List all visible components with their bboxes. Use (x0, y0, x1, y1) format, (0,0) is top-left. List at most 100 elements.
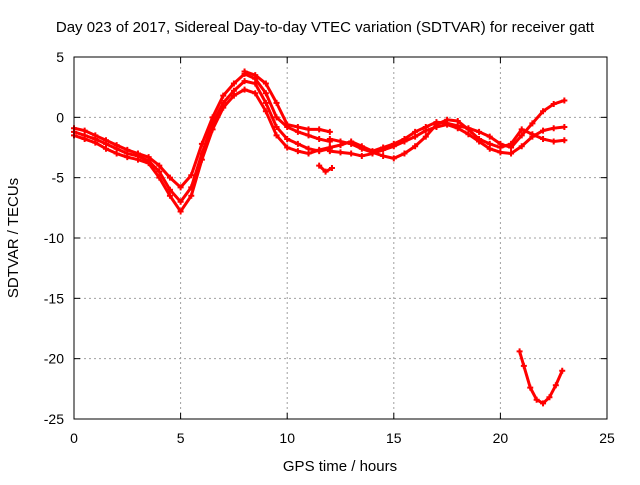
data-point (540, 108, 547, 115)
data-point (454, 125, 461, 132)
data-point (401, 150, 408, 157)
y-tick-label: -5 (52, 170, 65, 186)
series-line (518, 349, 564, 405)
data-point (177, 208, 184, 215)
data-point (177, 198, 184, 205)
data-point (284, 121, 291, 128)
data-point (444, 116, 451, 123)
series-track-c (71, 70, 333, 191)
data-point (262, 108, 269, 115)
data-point (518, 126, 525, 133)
y-tick-label: 5 (56, 49, 64, 65)
data-point (145, 154, 152, 161)
data-point (540, 136, 547, 143)
data-point (529, 131, 536, 138)
data-point (166, 192, 173, 199)
data-point (230, 87, 237, 94)
data-point (273, 123, 280, 130)
data-point (497, 144, 504, 151)
series-layer (71, 68, 568, 407)
data-point (550, 138, 557, 145)
data-point (348, 150, 355, 157)
data-point (550, 101, 557, 108)
series-track-g (326, 116, 568, 162)
data-point (252, 72, 259, 79)
data-point (322, 168, 329, 175)
data-point (516, 348, 523, 355)
data-point (390, 143, 397, 150)
data-point (241, 78, 248, 85)
data-point (465, 126, 472, 133)
data-point (92, 132, 99, 139)
data-point (198, 140, 205, 147)
series-track-h (316, 162, 335, 175)
x-tick-label: 0 (70, 430, 78, 446)
data-point (156, 168, 163, 175)
data-point (241, 68, 248, 75)
series-line (72, 72, 332, 189)
x-tick-label: 15 (386, 430, 402, 446)
data-point (188, 192, 195, 199)
data-point (369, 149, 376, 156)
series-track-i (516, 348, 566, 407)
data-point (476, 128, 483, 135)
data-point (546, 394, 553, 401)
data-point (252, 90, 259, 97)
data-point (166, 186, 173, 193)
data-point (156, 162, 163, 169)
data-point (262, 80, 269, 87)
data-point (412, 143, 419, 150)
data-point (422, 127, 429, 134)
data-point (358, 152, 365, 159)
data-point (230, 80, 237, 87)
y-tick-label: -10 (44, 230, 64, 246)
data-point (540, 400, 547, 407)
data-point (337, 138, 344, 145)
x-axis-label: GPS time / hours (283, 458, 397, 475)
data-point (422, 133, 429, 140)
y-tick-label: 0 (56, 109, 64, 125)
data-point (316, 136, 323, 143)
data-point (561, 137, 568, 144)
data-point (326, 136, 333, 143)
data-point (326, 128, 333, 135)
data-point (124, 146, 131, 153)
chart-title: Day 023 of 2017, Sidereal Day-to-day VTE… (56, 19, 595, 36)
data-point (316, 162, 323, 169)
y-tick-label: -20 (44, 351, 64, 367)
data-point (262, 90, 269, 97)
data-point (561, 123, 568, 130)
data-point (561, 97, 568, 104)
tick-layer: 0 5 10 15 20 25 -25 -20 -15 -10 -5 0 5 (44, 49, 615, 446)
y-axis-label: SDTVAR / TECUs (5, 178, 22, 298)
data-point (102, 137, 109, 144)
data-point (273, 114, 280, 121)
data-point (550, 125, 557, 132)
data-point (305, 132, 312, 139)
grid-layer (74, 57, 607, 419)
data-point (220, 92, 227, 99)
data-point (552, 382, 559, 389)
data-point (273, 99, 280, 106)
data-point (241, 86, 248, 93)
data-point (305, 126, 312, 133)
data-point (486, 140, 493, 147)
y-tick-label: -15 (44, 290, 64, 306)
data-point (518, 143, 525, 150)
data-point (328, 165, 335, 172)
x-tick-label: 20 (493, 430, 509, 446)
data-point (188, 184, 195, 191)
data-point (177, 184, 184, 191)
data-point (412, 133, 419, 140)
data-point (401, 138, 408, 145)
x-tick-label: 25 (599, 430, 615, 446)
data-point (518, 132, 525, 139)
data-point (433, 121, 440, 128)
data-point (348, 140, 355, 147)
y-tick-label: -25 (44, 411, 64, 427)
data-point (273, 132, 280, 139)
data-point (454, 117, 461, 124)
data-point (358, 145, 365, 152)
series-track-f (326, 121, 568, 159)
